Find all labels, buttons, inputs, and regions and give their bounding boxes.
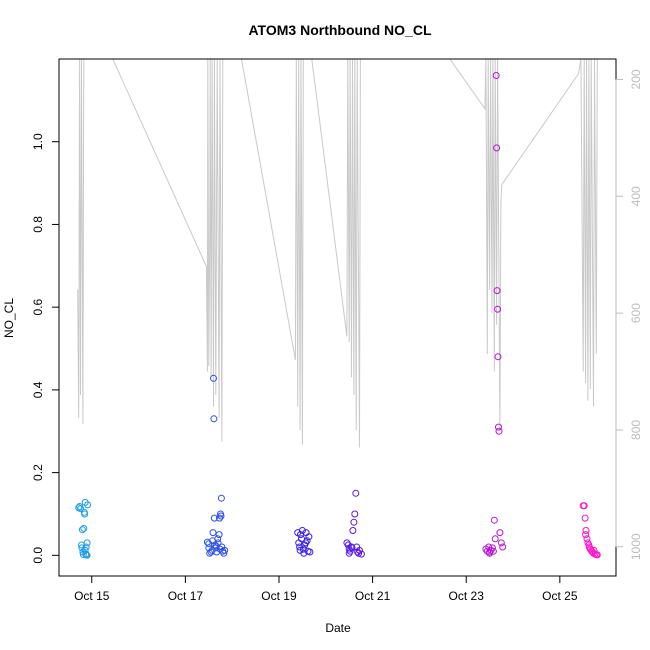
data-point xyxy=(493,287,501,295)
y-axis-label: NO_CL xyxy=(2,298,16,338)
data-point xyxy=(489,547,497,555)
data-point xyxy=(221,546,229,554)
data-point xyxy=(486,548,494,556)
data-point xyxy=(355,549,363,557)
data-point xyxy=(83,551,91,559)
data-point xyxy=(217,512,225,520)
data-point xyxy=(492,72,500,79)
y-tick-label: 0.0 xyxy=(31,547,45,564)
data-point xyxy=(583,535,591,543)
y2-tick-label: 400 xyxy=(629,186,643,206)
data-point xyxy=(352,489,360,497)
data-point xyxy=(345,549,353,557)
data-point xyxy=(582,527,590,534)
data-point xyxy=(499,543,507,551)
x-tick-label: Oct 17 xyxy=(168,589,204,603)
data-point xyxy=(593,551,601,559)
data-point xyxy=(209,537,216,545)
y-tick-label: 0.6 xyxy=(31,298,45,315)
y2-tick-label: 200 xyxy=(629,69,643,89)
y-axis: 0.0 0.2 0.4 0.6 0.8 1.0 xyxy=(31,133,60,564)
data-point xyxy=(495,427,503,435)
pressure-layer xyxy=(77,58,598,448)
y-tick-label: 0.8 xyxy=(31,216,45,233)
data-point xyxy=(351,510,359,518)
y2-axis: 200 400 600 800 1000 xyxy=(615,69,643,560)
data-point xyxy=(491,535,499,543)
data-point xyxy=(356,546,363,554)
x-tick-label: Oct 25 xyxy=(542,589,578,603)
data-point xyxy=(585,543,593,551)
data-point xyxy=(302,539,310,547)
y-tick-label: 0.4 xyxy=(31,381,45,398)
data-point xyxy=(300,549,308,557)
x-axis-label: Date xyxy=(325,621,351,635)
data-point xyxy=(495,423,502,431)
data-point xyxy=(210,415,218,423)
data-point xyxy=(590,546,598,554)
data-point xyxy=(80,524,88,532)
data-point xyxy=(354,548,362,556)
data-point xyxy=(580,502,588,510)
data-point xyxy=(493,144,501,152)
x-axis: Oct 15 Oct 17 Oct 19 Oct 21 Oct 23 Oct 25 xyxy=(74,575,578,603)
y2-tick-label: 800 xyxy=(629,420,643,440)
points-layer xyxy=(75,72,601,559)
data-point xyxy=(215,531,223,539)
data-point xyxy=(305,533,313,541)
data-point xyxy=(348,544,356,552)
x-tick-label: Oct 21 xyxy=(355,589,391,603)
chart-title: ATOM3 Northbound NO_CL xyxy=(248,22,431,38)
pressure-line xyxy=(77,58,598,448)
data-point xyxy=(220,549,228,557)
data-point xyxy=(582,531,590,539)
data-point xyxy=(77,505,84,513)
data-point xyxy=(84,501,92,509)
data-point xyxy=(298,527,306,534)
data-point xyxy=(209,529,217,537)
data-point xyxy=(82,550,90,558)
data-point xyxy=(82,543,90,551)
data-point xyxy=(83,539,91,547)
data-point xyxy=(78,526,86,534)
data-point xyxy=(210,514,218,522)
plot-frame xyxy=(58,58,617,577)
x-tick-label: Oct 23 xyxy=(449,589,485,603)
data-point xyxy=(490,516,498,524)
data-point xyxy=(581,514,589,522)
data-point xyxy=(217,494,225,502)
data-point xyxy=(216,514,223,522)
data-point xyxy=(496,529,504,537)
data-point xyxy=(216,545,224,553)
data-point xyxy=(210,374,217,382)
data-point xyxy=(497,539,505,547)
data-point xyxy=(350,518,358,526)
x-tick-label: Oct 19 xyxy=(261,589,297,603)
data-point xyxy=(494,353,502,361)
y-tick-label: 0.2 xyxy=(31,464,45,481)
data-point xyxy=(349,527,357,534)
data-point xyxy=(79,551,87,558)
x-tick-label: Oct 15 xyxy=(74,589,110,603)
data-point xyxy=(357,550,365,558)
y2-tick-label: 1000 xyxy=(629,533,643,560)
data-point xyxy=(494,305,502,313)
y2-tick-label: 600 xyxy=(629,303,643,323)
data-point xyxy=(81,510,89,518)
y-tick-label: 1.0 xyxy=(31,133,45,150)
